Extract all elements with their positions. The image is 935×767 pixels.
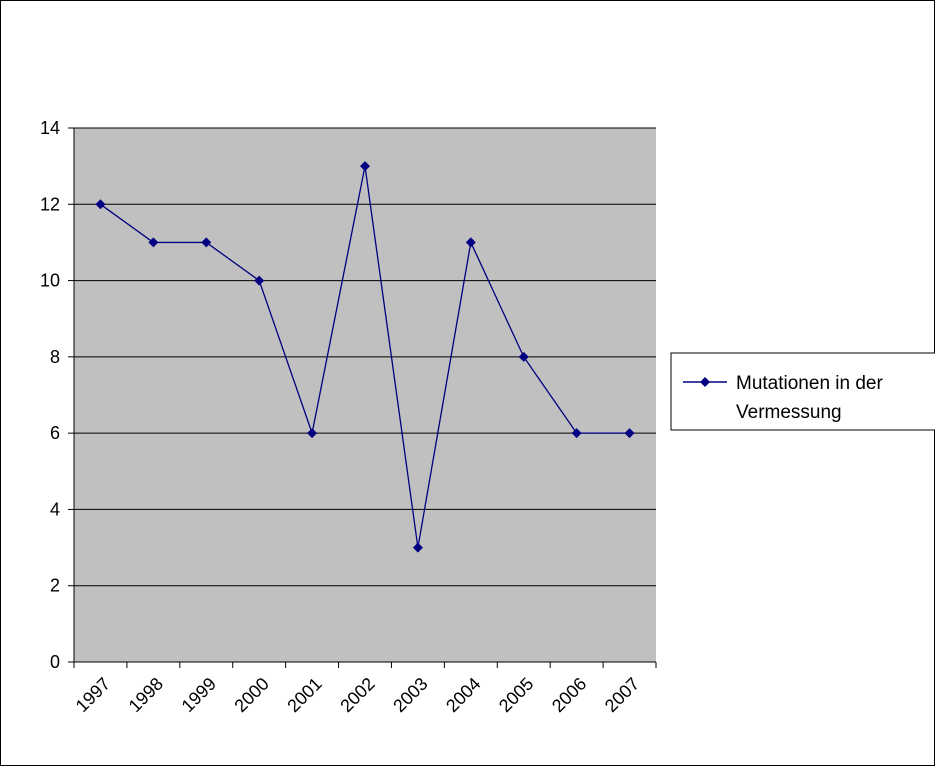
x-tick-label: 1999 [178,674,220,716]
data-point-marker [307,428,318,439]
x-tick-label: 2007 [601,674,643,716]
x-tick-label: 2006 [548,674,590,716]
data-point-marker [518,351,529,362]
y-tick-label: 0 [50,652,60,672]
data-point-marker [412,542,423,553]
legend: Mutationen in der Vermessung [670,352,935,431]
y-tick-label: 4 [50,499,60,519]
y-tick-label: 8 [50,347,60,367]
legend-label-line-1: Mutationen in der [736,373,883,394]
x-tick-label: 2000 [230,674,272,716]
y-tick-label: 14 [40,118,60,138]
data-point-marker [360,161,370,172]
y-tick-label: 10 [40,271,60,291]
y-tick-label: 12 [40,194,60,214]
legend-label-line-2: Vermessung [736,402,842,423]
x-tick-label: 2001 [283,674,325,716]
plot-area [74,128,656,662]
data-point-marker [95,199,106,210]
data-point-marker [201,237,212,248]
data-point-marker [254,275,265,286]
y-tick-label: 6 [50,423,60,443]
x-tick-label: 1997 [72,674,114,716]
x-tick-label: 1998 [125,674,167,716]
x-tick-label: 2003 [389,674,431,716]
data-point-marker [465,237,476,248]
legend-diamond-marker [700,377,710,387]
x-tick-label: 2002 [336,674,378,716]
data-point-marker [148,237,159,248]
data-point-marker [624,428,635,439]
legend-box [670,352,935,431]
x-tick-label: 2004 [442,674,484,716]
y-tick-label: 2 [50,576,60,596]
x-tick-label: 2005 [495,674,537,716]
data-point-marker [571,428,582,439]
